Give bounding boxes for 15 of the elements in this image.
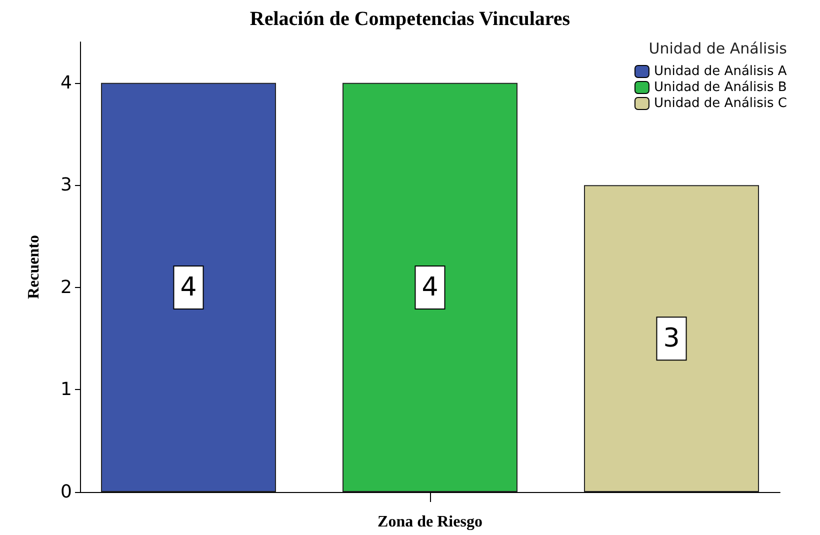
y-tick-label: 3: [60, 174, 72, 196]
y-tick-label: 2: [60, 276, 72, 298]
chart-title: Relación de Competencias Vinculares: [250, 8, 570, 30]
data-label: 4: [180, 272, 197, 302]
legend-title: Unidad de Análisis: [648, 40, 788, 58]
data-label: 4: [422, 272, 438, 302]
legend-label: Unidad de Análisis B: [654, 80, 787, 95]
x-axis-title: Zona de Riesgo: [378, 514, 482, 530]
data-label: 3: [663, 324, 680, 354]
y-tick-label: 0: [60, 482, 72, 502]
legend-label: Unidad de Análisis C: [654, 96, 788, 111]
y-axis-title: Recuento: [26, 235, 42, 299]
y-tick-label: 4: [60, 72, 72, 94]
y-tick-label: 1: [60, 379, 72, 400]
legend-label: Unidad de Análisis A: [654, 64, 787, 79]
